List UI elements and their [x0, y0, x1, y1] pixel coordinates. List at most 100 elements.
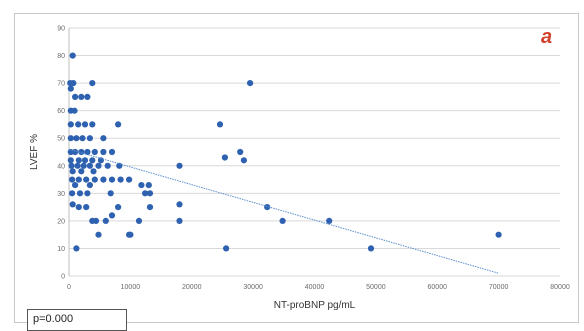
data-point: [91, 148, 98, 156]
data-point: [74, 162, 81, 169]
data-point: [80, 162, 87, 169]
p-value-box: p=0.000: [27, 309, 127, 331]
data-point: [100, 135, 107, 142]
data-point: [135, 217, 143, 224]
data-point: [78, 93, 85, 100]
data-point: [75, 121, 82, 128]
data-point: [115, 204, 122, 211]
y-tick-label: 50: [57, 136, 65, 143]
data-point: [108, 212, 116, 219]
data-point: [67, 135, 74, 142]
x-tick-label: 30000: [243, 284, 263, 291]
data-points: [67, 52, 502, 252]
data-point: [78, 168, 85, 175]
x-tick-label: 80000: [550, 284, 570, 291]
data-point: [69, 176, 76, 183]
data-point: [89, 80, 96, 87]
panel-letter: a: [541, 26, 553, 48]
data-point: [84, 190, 91, 197]
data-point: [221, 154, 228, 161]
data-point: [95, 231, 102, 238]
data-point: [95, 162, 102, 169]
data-point: [79, 135, 86, 142]
data-point: [86, 182, 93, 189]
data-point: [81, 121, 89, 128]
data-point: [75, 157, 82, 164]
data-point: [73, 135, 80, 142]
data-point: [86, 135, 93, 142]
data-point: [91, 176, 98, 183]
data-point: [86, 162, 93, 169]
data-point: [237, 148, 244, 156]
data-point: [75, 204, 82, 211]
x-tick-label: 50000: [366, 284, 386, 291]
x-tick-label: 60000: [428, 284, 448, 291]
data-point: [69, 190, 76, 197]
data-point: [127, 231, 134, 238]
data-point: [176, 162, 183, 169]
data-point: [146, 204, 154, 211]
x-tick-label: 20000: [182, 284, 202, 291]
data-point: [138, 182, 145, 189]
data-point: [223, 245, 230, 252]
y-tick-label: 80: [57, 53, 65, 60]
data-point: [67, 157, 74, 164]
data-point: [104, 162, 111, 169]
data-point: [367, 245, 375, 252]
y-tick-label: 90: [57, 26, 65, 33]
data-point: [72, 93, 79, 100]
data-point: [108, 148, 116, 156]
data-point: [90, 168, 97, 175]
data-point: [495, 231, 502, 238]
y-tick-label: 40: [57, 163, 65, 170]
data-point: [70, 80, 77, 87]
y-tick-label: 70: [57, 81, 65, 88]
y-tick-label: 60: [57, 108, 65, 115]
data-point: [117, 176, 124, 183]
data-point: [145, 182, 152, 189]
y-tick-label: 20: [57, 218, 65, 225]
data-point: [72, 182, 79, 189]
data-point: [107, 190, 114, 197]
data-point: [100, 176, 107, 183]
data-point: [69, 168, 76, 175]
data-point: [83, 176, 90, 183]
data-point: [84, 148, 91, 156]
chart-frame: 0 10000 20000 30000 40000 50000 60000 70000 8000…: [14, 13, 579, 323]
data-point: [84, 93, 91, 100]
data-point: [72, 148, 79, 156]
data-point: [108, 176, 116, 183]
p-value-text: p=0.000: [33, 313, 74, 325]
data-point: [279, 217, 286, 224]
data-point: [83, 204, 90, 211]
data-point: [89, 121, 96, 128]
data-point: [89, 157, 96, 164]
data-point: [68, 162, 75, 169]
y-axis-title: LVEF %: [29, 134, 40, 170]
data-point: [216, 121, 224, 128]
y-tick-label: 10: [57, 246, 65, 253]
y-tick-label: 30: [57, 191, 65, 198]
data-point: [92, 217, 100, 224]
x-tick-label: 10000: [121, 284, 141, 291]
data-point: [67, 85, 74, 92]
data-point: [69, 52, 76, 59]
data-point: [115, 121, 122, 128]
data-point: [69, 201, 76, 208]
data-point: [67, 121, 74, 128]
x-tick-labels: 0 10000 20000 30000 40000 50000 60000 70000 8000…: [67, 284, 570, 291]
data-point: [81, 157, 89, 164]
x-tick-label: 40000: [305, 284, 325, 291]
data-point: [326, 217, 333, 224]
data-point: [240, 157, 247, 164]
data-point: [264, 204, 271, 211]
data-point: [76, 190, 84, 197]
trendline: [68, 148, 499, 274]
data-point: [97, 157, 104, 164]
y-tick-labels: 0 10 20 30 40 50 60 70 80 90: [57, 26, 65, 281]
scatter-chart: 0 10000 20000 30000 40000 50000 60000 70000 8000…: [29, 26, 570, 312]
data-point: [146, 190, 154, 197]
data-point: [247, 80, 254, 87]
data-point: [71, 107, 78, 114]
data-point: [100, 148, 107, 156]
